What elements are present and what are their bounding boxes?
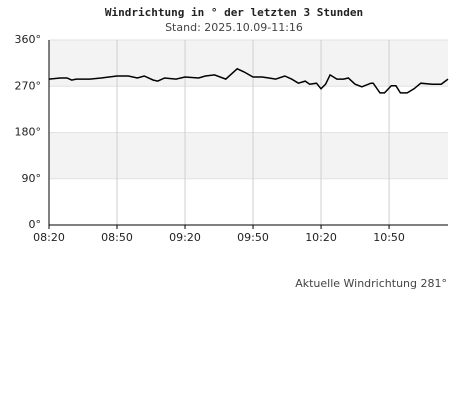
x-tick-label: 10:20 xyxy=(305,231,337,244)
x-tick-label: 08:20 xyxy=(33,231,65,244)
band xyxy=(49,40,448,87)
x-tick-label: 09:50 xyxy=(237,231,269,244)
y-tick-label: 90° xyxy=(22,172,42,185)
y-tick-label: 270° xyxy=(15,79,42,92)
annotation: Aktuelle Windrichtung 281° xyxy=(295,277,447,290)
x-tick-label: 08:50 xyxy=(101,231,133,244)
band xyxy=(49,132,448,179)
x-tick-label: 09:20 xyxy=(169,231,201,244)
y-tick-label: 360° xyxy=(15,33,42,46)
y-tick-label: 0° xyxy=(29,218,42,231)
chart-title: Windrichtung in ° der letzten 3 Stunden xyxy=(105,6,363,19)
y-tick-label: 180° xyxy=(15,126,42,139)
data-line xyxy=(48,67,449,94)
x-tick-label: 10:50 xyxy=(373,231,405,244)
chart-subtitle: Stand: 2025.10.09-11:16 xyxy=(165,21,303,34)
